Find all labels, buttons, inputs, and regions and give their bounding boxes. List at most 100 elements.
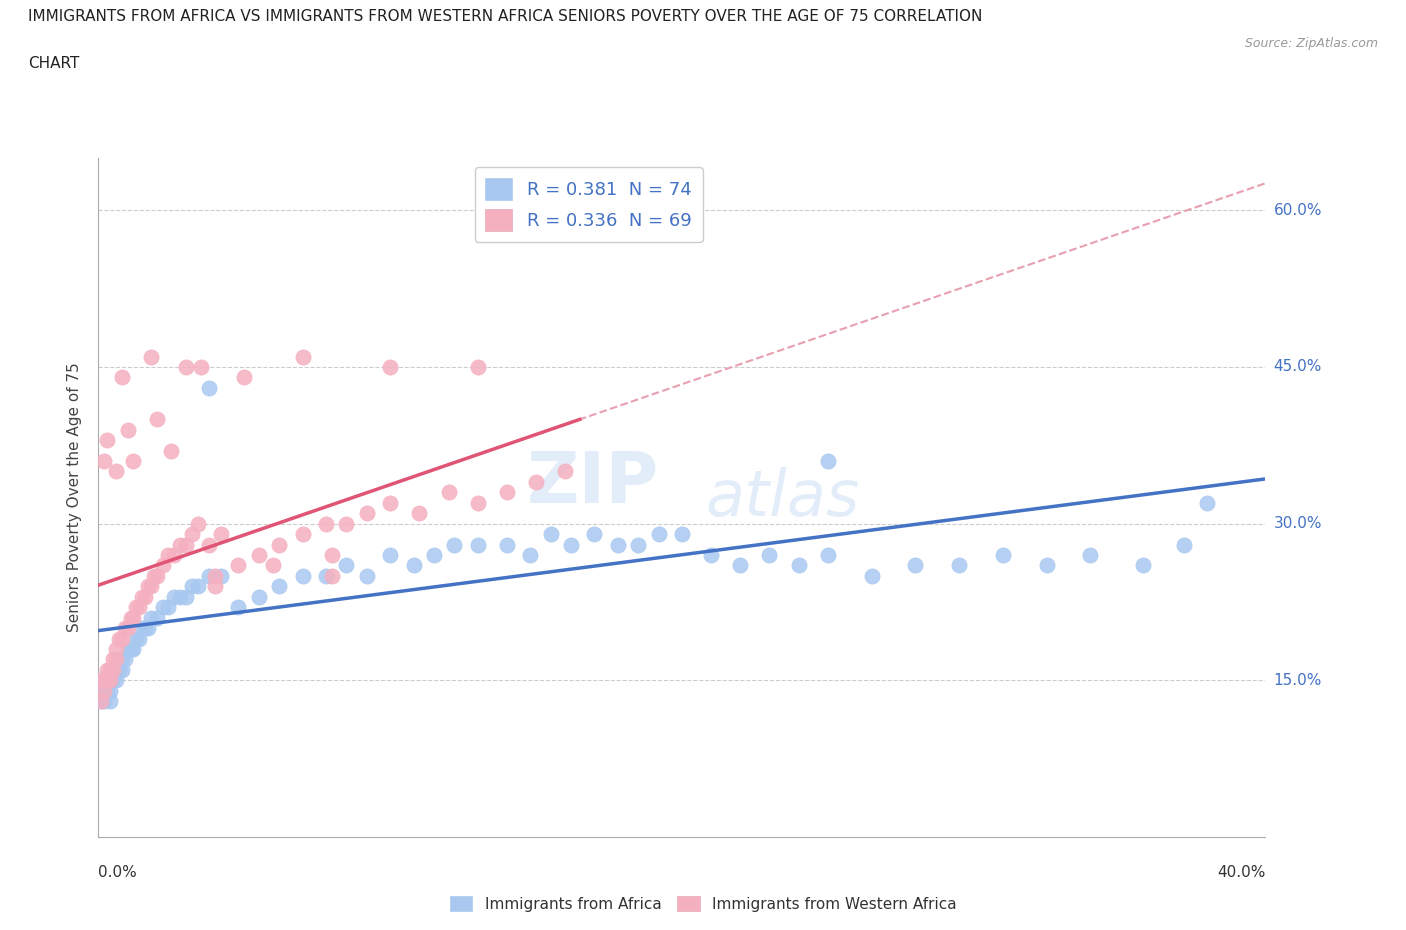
Point xyxy=(291,526,314,541)
Text: CHART: CHART xyxy=(28,56,80,71)
Point xyxy=(104,642,127,657)
Point xyxy=(174,538,197,552)
Point xyxy=(247,548,270,563)
Point xyxy=(163,548,186,563)
Point xyxy=(524,474,547,489)
Point xyxy=(169,590,191,604)
Point xyxy=(728,558,751,573)
Point xyxy=(948,558,970,573)
Text: 15.0%: 15.0% xyxy=(1274,672,1322,688)
Point xyxy=(108,652,131,667)
Point xyxy=(111,652,134,667)
Point xyxy=(152,600,174,615)
Text: atlas: atlas xyxy=(706,467,859,528)
Point xyxy=(125,631,148,646)
Point xyxy=(647,526,669,541)
Point xyxy=(174,360,197,375)
Point xyxy=(128,600,150,615)
Point xyxy=(437,485,460,499)
Text: Source: ZipAtlas.com: Source: ZipAtlas.com xyxy=(1244,37,1378,50)
Point xyxy=(114,620,136,635)
Point xyxy=(104,673,127,688)
Point xyxy=(356,506,378,521)
Point xyxy=(111,662,134,677)
Point xyxy=(583,526,606,541)
Point xyxy=(90,694,112,709)
Text: 0.0%: 0.0% xyxy=(98,865,138,880)
Point xyxy=(96,662,118,677)
Point xyxy=(139,349,162,364)
Text: IMMIGRANTS FROM AFRICA VS IMMIGRANTS FROM WESTERN AFRICA SENIORS POVERTY OVER TH: IMMIGRANTS FROM AFRICA VS IMMIGRANTS FRO… xyxy=(28,9,983,24)
Point xyxy=(108,631,131,646)
Text: 40.0%: 40.0% xyxy=(1218,865,1265,880)
Point xyxy=(98,694,121,709)
Point xyxy=(671,526,693,541)
Point xyxy=(90,694,112,709)
Point xyxy=(758,548,780,563)
Point xyxy=(700,548,723,563)
Point xyxy=(90,673,112,688)
Point xyxy=(423,548,446,563)
Point xyxy=(198,538,221,552)
Point xyxy=(146,412,169,427)
Point xyxy=(467,496,489,511)
Point xyxy=(131,590,153,604)
Point xyxy=(467,538,489,552)
Point xyxy=(117,620,139,635)
Point xyxy=(104,464,127,479)
Point xyxy=(1080,548,1102,563)
Point xyxy=(93,684,115,698)
Point xyxy=(187,516,209,531)
Point xyxy=(146,610,169,625)
Point xyxy=(269,578,291,593)
Point xyxy=(96,673,118,688)
Point xyxy=(540,182,562,197)
Point xyxy=(146,568,169,583)
Point xyxy=(860,568,883,583)
Point xyxy=(98,662,121,677)
Point xyxy=(209,526,232,541)
Point xyxy=(180,578,202,593)
Point xyxy=(408,506,430,521)
Point xyxy=(139,578,162,593)
Point xyxy=(519,548,541,563)
Point xyxy=(315,516,337,531)
Point xyxy=(131,620,153,635)
Point xyxy=(495,538,517,552)
Point xyxy=(117,642,139,657)
Point xyxy=(101,662,124,677)
Point xyxy=(101,652,124,667)
Point xyxy=(169,538,191,552)
Point xyxy=(1195,496,1218,511)
Text: 30.0%: 30.0% xyxy=(1274,516,1322,531)
Point xyxy=(817,454,839,469)
Point xyxy=(204,578,226,593)
Point xyxy=(540,526,562,541)
Point xyxy=(96,684,118,698)
Point xyxy=(160,443,183,458)
Point xyxy=(157,548,180,563)
Point xyxy=(134,620,156,635)
Point xyxy=(1173,538,1195,552)
Point xyxy=(136,578,159,593)
Point xyxy=(120,642,142,657)
Point xyxy=(315,568,337,583)
Point xyxy=(101,662,124,677)
Point xyxy=(122,642,145,657)
Point xyxy=(204,568,226,583)
Point xyxy=(190,360,212,375)
Point xyxy=(233,370,256,385)
Point xyxy=(817,548,839,563)
Text: 45.0%: 45.0% xyxy=(1274,360,1322,375)
Point xyxy=(356,568,378,583)
Point xyxy=(111,631,134,646)
Point xyxy=(152,558,174,573)
Point xyxy=(378,548,402,563)
Point xyxy=(111,370,134,385)
Point xyxy=(93,454,115,469)
Point xyxy=(335,558,357,573)
Point xyxy=(291,568,314,583)
Point xyxy=(93,673,115,688)
Point xyxy=(321,548,343,563)
Point xyxy=(157,600,180,615)
